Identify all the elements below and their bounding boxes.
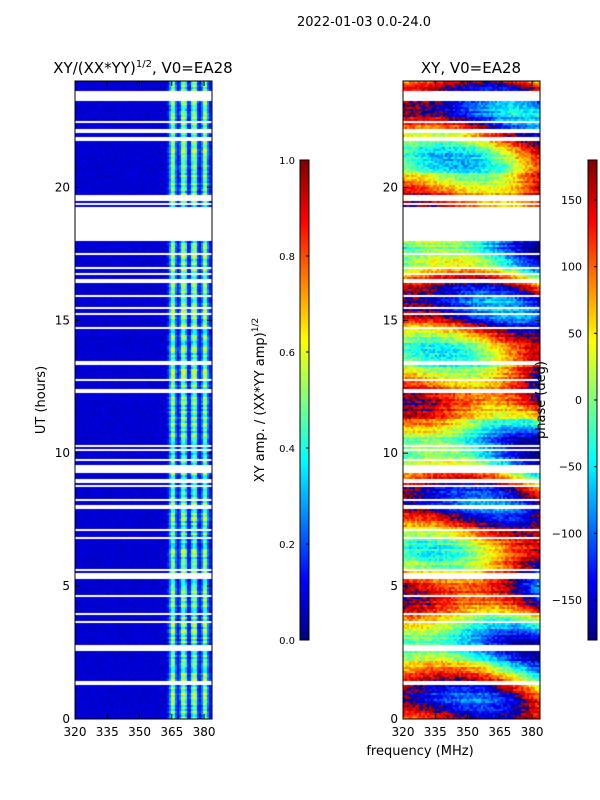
y-tick-label: 5 [62, 579, 70, 593]
x-tick-label: 320 [392, 725, 415, 739]
x-tick-label: 380 [193, 725, 216, 739]
y-tick-label: 0 [62, 712, 70, 726]
y-axis-label: UT (hours) [34, 366, 49, 434]
colorbar-tick-label: −100 [552, 527, 582, 540]
x-axis-label: frequency (MHz) [366, 744, 473, 759]
colorbar-tick-label: −50 [559, 461, 582, 474]
x-tick-label: 365 [160, 725, 183, 739]
amplitude-ratio-heatmap [75, 81, 212, 719]
y-tick-label: 0 [390, 712, 398, 726]
left-axes-frame [74, 80, 213, 720]
y-tick-label: 10 [383, 446, 398, 460]
amplitude-colorbar-label: XY amp. / (XX*YY amp)1/2 [251, 318, 268, 482]
x-tick-label: 335 [424, 725, 447, 739]
y-tick-label: 15 [55, 313, 70, 327]
colorbar-tick-label: 50 [568, 327, 582, 340]
y-tick-label: 20 [383, 180, 398, 194]
phase-heatmap [403, 81, 540, 719]
colorbar-tick-label: 0 [575, 394, 582, 407]
x-tick-label: 380 [521, 725, 544, 739]
x-tick-label: 335 [96, 725, 119, 739]
colorbar-tick-label: 0.6 [279, 348, 295, 359]
colorbar-tick-label: 150 [561, 194, 582, 207]
right-panel-title: XY, V0=EA28 [421, 59, 521, 77]
y-tick-label: 10 [55, 446, 70, 460]
phase-colorbar-gradient [588, 160, 597, 640]
y-tick-label: 15 [383, 313, 398, 327]
colorbar-tick-label: 0.4 [279, 444, 295, 455]
x-tick-label: 350 [456, 725, 479, 739]
x-tick-label: 350 [128, 725, 151, 739]
colorbar-tick-label: 0.8 [279, 252, 295, 263]
colorbar-tick-label: 100 [561, 261, 582, 274]
amplitude-colorbar-gradient [300, 160, 309, 640]
x-tick-label: 320 [64, 725, 87, 739]
y-tick-label: 20 [55, 180, 70, 194]
colorbar-tick-label: −150 [552, 594, 582, 607]
left-panel-title: XY/(XX*YY)1/2, V0=EA28 [53, 59, 232, 77]
colorbar-tick-label: 1.0 [279, 156, 295, 167]
x-tick-label: 365 [488, 725, 511, 739]
right-axes-frame [402, 80, 541, 720]
y-tick-label: 5 [390, 579, 398, 593]
amplitude-colorbar-frame [299, 159, 310, 641]
phase-colorbar-label: phase (deg) [534, 361, 549, 439]
colorbar-tick-label: 0.2 [279, 540, 295, 551]
suptitle: 2022-01-03 0.0-24.0 [297, 15, 431, 30]
colorbar-tick-label: 0.0 [279, 636, 295, 647]
